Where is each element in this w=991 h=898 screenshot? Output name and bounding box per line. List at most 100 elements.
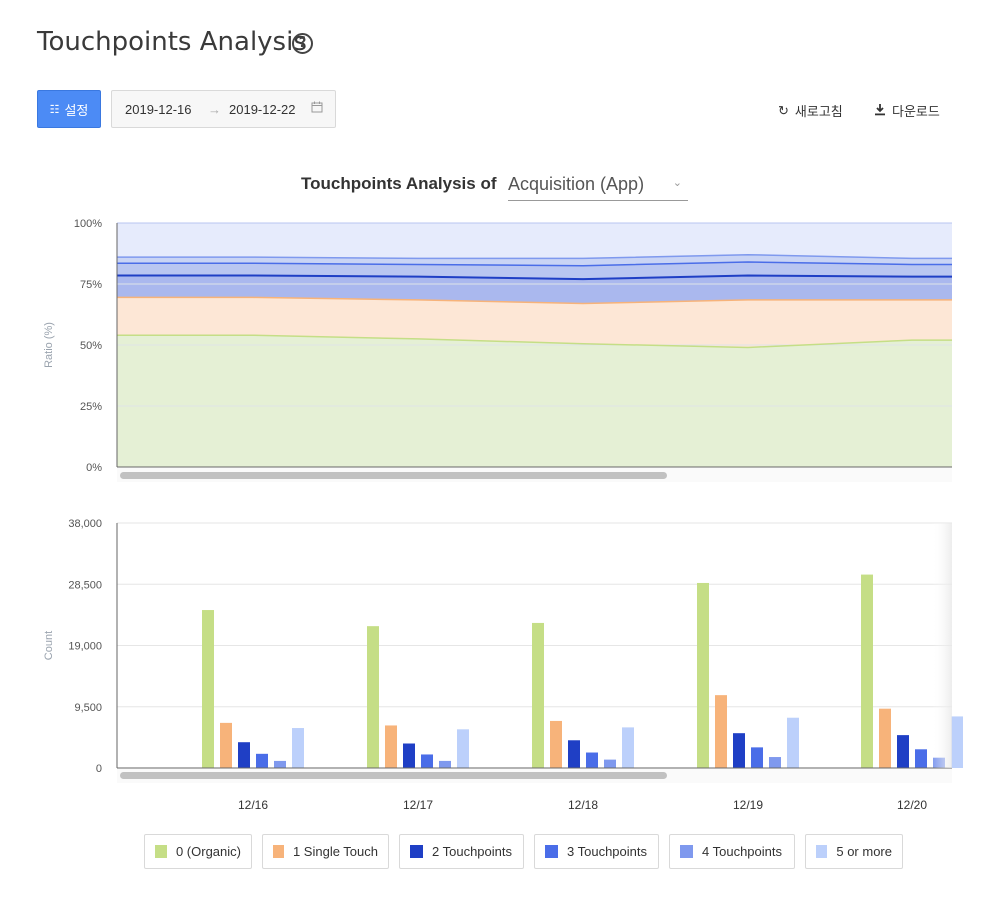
scrollbar-thumb [120, 472, 667, 479]
bar-two [403, 743, 415, 768]
y-tick-label: 100% [74, 218, 102, 230]
legend-swatch [680, 845, 693, 858]
bar-single [879, 708, 891, 768]
legend-3-touchpoints[interactable]: 3 Touchpoints [534, 834, 659, 869]
bar-three [915, 749, 927, 768]
download-icon [874, 103, 886, 119]
refresh-button[interactable]: ↻ 새로고침 [778, 101, 843, 120]
legend-label: 3 Touchpoints [567, 844, 647, 859]
bar-three [586, 752, 598, 768]
legend-label: 1 Single Touch [292, 844, 378, 859]
download-label: 다운로드 [892, 104, 940, 119]
bar-five [622, 727, 634, 768]
y-tick-label: 25% [80, 401, 102, 413]
legend-single-touch[interactable]: 1 Single Touch [262, 834, 389, 869]
bar-two [238, 742, 250, 768]
bar-three [421, 754, 433, 768]
bar-organic [202, 610, 214, 768]
legend-swatch [155, 845, 167, 858]
y-tick-label: 0 [96, 763, 102, 775]
y-tick-label: 50% [80, 340, 102, 352]
bar-single [715, 695, 727, 768]
bar-five [951, 716, 963, 768]
bar-three [256, 753, 268, 768]
download-button[interactable]: 다운로드 [874, 101, 940, 120]
legend-swatch [816, 845, 828, 858]
date-end[interactable]: 2019-12-22 [229, 102, 296, 117]
y-axis-title: Ratio (%) [43, 322, 55, 368]
scrollbar-thumb [120, 772, 667, 779]
area-organic [117, 335, 952, 467]
bar-five [457, 729, 469, 768]
chart-header-label: Touchpoints Analysis of [301, 174, 497, 193]
y-tick-label: 38,000 [68, 518, 102, 530]
legend-swatch [273, 845, 284, 858]
date-range-picker[interactable]: 2019-12-16 → 2019-12-22 [111, 90, 336, 128]
bar-four [274, 760, 286, 768]
chevron-down-icon: ⌄ [672, 177, 682, 189]
refresh-label: 새로고침 [794, 104, 843, 119]
legend-organic[interactable]: 0 (Organic) [144, 834, 252, 869]
arrow-right-icon: → [208, 102, 221, 117]
bar-single [550, 720, 562, 768]
bar-five [787, 717, 799, 768]
bar-two [733, 733, 745, 768]
bar-single [220, 722, 232, 768]
area-four [117, 254, 952, 266]
legend-5-or-more[interactable]: 5 or more [805, 834, 903, 869]
y-tick-label: 9,500 [74, 702, 102, 714]
settings-button[interactable]: ☷ 설정 [37, 90, 101, 128]
line-four [117, 253, 952, 260]
line-organic [117, 334, 952, 349]
bar-organic [697, 582, 709, 768]
y-tick-label: 0% [86, 462, 102, 474]
legend-label: 5 or more [836, 844, 892, 859]
dimension-select[interactable]: Acquisition (App) ⌄ [508, 170, 688, 201]
count-bar-chart: 0 9,500 19,000 28,500 38,000 12/16 12/17 12/18 1… [43, 518, 963, 812]
bar-two [568, 740, 580, 768]
bar-four [769, 757, 781, 768]
bar-four [604, 759, 616, 768]
page-title: Touchpoints Analysis [37, 27, 307, 57]
right-fade [932, 523, 952, 768]
y-axis-title: Count [43, 631, 55, 660]
bar-five [292, 728, 304, 768]
legend-swatch [410, 845, 423, 858]
bar-organic [532, 622, 544, 768]
area-two [117, 275, 952, 304]
bar-two [897, 735, 909, 768]
legend-label: 4 Touchpoints [702, 844, 782, 859]
bar-four [439, 760, 451, 768]
bar-single [385, 725, 397, 768]
legend-label: 0 (Organic) [175, 844, 241, 859]
legend-4-touchpoints[interactable]: 4 Touchpoints [669, 834, 795, 869]
legend-2-touchpoints[interactable]: 2 Touchpoints [399, 834, 524, 869]
line-three [117, 261, 952, 267]
bar-organic [861, 574, 873, 768]
line-single [117, 296, 952, 305]
legend-swatch [545, 845, 558, 858]
calendar-icon[interactable] [311, 101, 323, 116]
y-tick-label: 19,000 [68, 641, 102, 653]
charts-canvas: 0% 25% 50% 75% 100% Ratio (%) 0 9,500 19,000 28,… [43, 218, 963, 812]
sliders-icon: ☷ [49, 103, 60, 116]
x-tick-label: 12/18 [568, 798, 598, 812]
area-single [117, 297, 952, 348]
bar-organic [367, 626, 379, 768]
help-icon[interactable]: ? [292, 33, 313, 54]
x-tick-label: 12/16 [238, 798, 268, 812]
date-start[interactable]: 2019-12-16 [125, 102, 192, 117]
y-tick-label: 28,500 [68, 579, 102, 591]
dimension-select-value: Acquisition (App) [508, 174, 645, 194]
x-tick-label: 12/17 [403, 798, 433, 812]
refresh-icon: ↻ [778, 102, 789, 118]
ratio-area-chart: 0% 25% 50% 75% 100% Ratio (%) [43, 218, 952, 482]
area-five [117, 223, 952, 259]
x-tick-label: 12/20 [897, 798, 927, 812]
line-two [117, 274, 952, 281]
bar-three [751, 747, 763, 768]
x-tick-label: 12/19 [733, 798, 763, 812]
settings-label: 설정 [64, 102, 89, 118]
y-tick-label: 75% [80, 279, 102, 291]
legend-label: 2 Touchpoints [432, 844, 512, 859]
